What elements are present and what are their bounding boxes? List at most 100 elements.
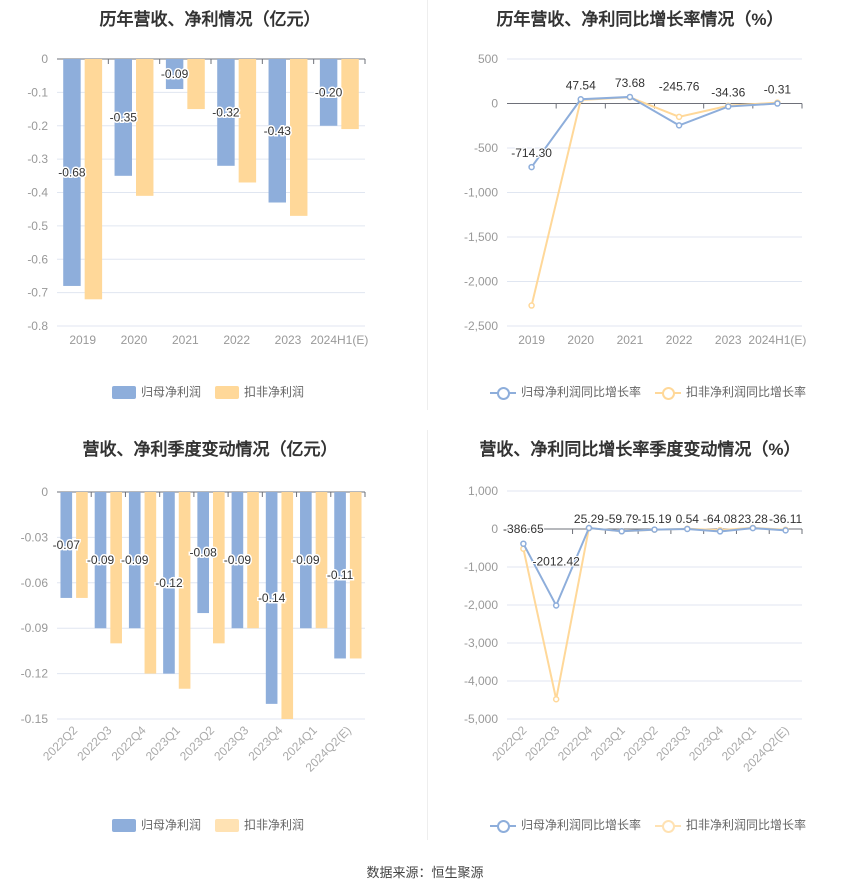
bar-net-profit <box>60 492 73 598</box>
bar-net-profit <box>217 59 235 166</box>
y-tick-label: -0.03 <box>21 530 49 544</box>
bar-deducted-profit <box>187 59 205 110</box>
data-point <box>675 113 683 121</box>
x-tick-label: 2023Q1 <box>143 723 183 763</box>
bar-deducted-profit <box>341 59 359 130</box>
y-tick-label: -0.06 <box>21 576 49 590</box>
x-tick-label: 2024H1(E) <box>748 333 806 347</box>
legend-item-net-growth[interactable]: 归母净利润同比增长率 <box>490 383 641 400</box>
x-tick-label: 2023Q4 <box>686 723 726 763</box>
x-tick-label: 2023Q2 <box>177 723 217 763</box>
data-point <box>618 528 625 535</box>
data-label: -245.76 <box>659 79 700 93</box>
legend-item-deducted-profit[interactable]: 扣非净利润 <box>215 383 304 400</box>
data-point <box>725 103 732 110</box>
y-tick-label: -0.6 <box>27 252 48 266</box>
y-tick-label: -500 <box>474 141 498 155</box>
data-label: -36.11 <box>769 512 802 526</box>
y-tick-label: -1,000 <box>464 186 498 200</box>
legend-item-deducted-growth[interactable]: 扣非净利润同比增长率 <box>655 383 806 400</box>
chart4-legend: 归母净利润同比增长率 扣非净利润同比增长率 <box>490 816 806 833</box>
data-point <box>552 602 560 609</box>
x-tick-label: 2023 <box>715 333 742 347</box>
data-point <box>782 527 789 534</box>
data-label: -64.08 <box>703 512 737 526</box>
data-label: -34.36 <box>711 86 745 100</box>
chart1-legend: 归母净利润 扣非净利润 <box>112 383 304 400</box>
y-tick-label: 0 <box>41 52 48 66</box>
bar-deducted-profit <box>84 59 103 300</box>
bar-deducted-profit <box>247 492 259 629</box>
data-label: -0.09 <box>121 553 149 567</box>
x-tick-label: 2022Q2 <box>489 723 529 763</box>
bar-net-profit <box>334 492 346 659</box>
y-tick-label: -0.12 <box>21 667 49 681</box>
legend-label: 归母净利润同比增长率 <box>521 818 642 832</box>
legend-item-deducted-growth[interactable]: 扣非净利润同比增长率 <box>655 816 806 833</box>
legend-item-net-growth[interactable]: 归母净利润同比增长率 <box>490 816 641 833</box>
y-tick-label: 500 <box>478 52 498 66</box>
y-tick-label: -2,000 <box>464 275 498 289</box>
data-point <box>626 93 634 101</box>
x-tick-label: 2021 <box>617 333 644 347</box>
line-net-growth <box>530 95 778 168</box>
data-point <box>675 122 683 129</box>
bar-net-profit <box>114 59 132 176</box>
x-tick-label: 2022Q4 <box>109 723 149 763</box>
bar-net-profit <box>265 492 278 704</box>
bar-deducted-profit <box>315 492 328 629</box>
x-tick-label: 2023Q3 <box>211 723 251 763</box>
bar-net-profit <box>63 59 81 286</box>
legend-item-deducted-profit[interactable]: 扣非净利润 <box>215 816 304 833</box>
data-label: -0.35 <box>110 110 138 124</box>
data-label: -0.14 <box>258 591 286 605</box>
x-tick-label: 2022Q2 <box>40 723 80 763</box>
x-tick-label: 2022Q3 <box>74 723 114 763</box>
chart1-title: 历年营收、净利情况（亿元） <box>99 10 321 29</box>
bar-net-profit <box>94 492 107 629</box>
y-tick-label: -0.8 <box>27 319 48 333</box>
legend-item-net-profit[interactable]: 归母净利润 <box>112 383 201 400</box>
data-point <box>684 525 691 533</box>
data-point <box>577 96 584 103</box>
y-tick-label: -3,000 <box>464 636 498 650</box>
data-source: 数据来源：恒生聚源 <box>366 865 484 880</box>
data-label: -0.07 <box>53 538 81 552</box>
data-label: -0.09 <box>292 553 320 567</box>
bar-net-profit <box>128 492 141 629</box>
legend-label: 归母净利润 <box>141 818 202 832</box>
data-label: -0.68 <box>58 165 86 179</box>
chart4-title: 营收、净利同比增长率季度变动情况（%） <box>479 440 801 459</box>
data-label: -59.79 <box>605 512 639 526</box>
y-tick-label: -0.4 <box>27 186 48 200</box>
data-label: -0.31 <box>764 83 792 97</box>
bar-deducted-profit <box>136 59 154 196</box>
legend-label: 扣非净利润 <box>244 385 305 399</box>
x-tick-label: 2020 <box>567 333 594 347</box>
x-tick-label: 2022Q3 <box>522 723 562 763</box>
y-tick-label: -0.1 <box>27 85 48 99</box>
data-point <box>528 163 535 171</box>
chart3-title: 营收、净利季度变动情况（亿元） <box>82 440 338 459</box>
chart3-legend: 归母净利润 扣非净利润 <box>112 816 304 833</box>
y-tick-label: 0 <box>491 522 498 536</box>
x-tick-label: 2021 <box>172 333 199 347</box>
data-label: -0.32 <box>212 105 240 119</box>
legend-item-net-profit[interactable]: 归母净利润 <box>112 816 201 833</box>
legend-label: 扣非净利润同比增长率 <box>686 818 807 832</box>
line-deducted-growth <box>530 96 778 306</box>
y-tick-label: 0 <box>41 485 48 499</box>
bar-deducted-profit <box>144 492 157 674</box>
data-label: 0.54 <box>676 512 700 526</box>
bar-deducted-profit <box>110 492 122 644</box>
y-tick-label: -0.5 <box>27 219 48 233</box>
data-point <box>528 302 535 309</box>
data-label: -386.65 <box>503 522 544 536</box>
x-tick-label: 2023Q3 <box>653 723 693 763</box>
x-tick-label: 2022Q4 <box>555 723 595 763</box>
y-tick-label: -4,000 <box>464 674 498 688</box>
bar-net-profit <box>197 492 209 614</box>
y-tick-label: -2,000 <box>464 598 498 612</box>
legend-label: 归母净利润同比增长率 <box>521 385 642 399</box>
